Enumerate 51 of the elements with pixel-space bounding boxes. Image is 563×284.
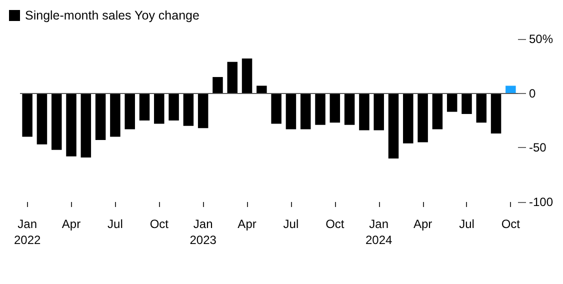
bar <box>315 93 326 125</box>
x-tick-label: Jul <box>459 217 474 231</box>
bar <box>506 86 516 94</box>
bar <box>476 93 487 123</box>
bar <box>227 62 238 94</box>
x-tick-label: Apr <box>413 217 432 231</box>
bar <box>359 93 370 130</box>
y-tick-label: 0 <box>529 86 536 100</box>
x-tick-label: Oct <box>326 217 345 231</box>
y-tick-label: -50 <box>529 140 547 155</box>
bar <box>256 86 267 94</box>
bar <box>242 58 252 94</box>
bar <box>80 93 92 158</box>
bar <box>271 93 282 124</box>
bar <box>344 93 355 125</box>
bar <box>154 93 164 124</box>
bar <box>95 93 106 140</box>
y-tick-label: -100 <box>529 195 554 209</box>
bar <box>124 93 135 130</box>
bar <box>403 93 414 144</box>
x-tick-label: Oct <box>150 217 170 231</box>
bar <box>462 93 472 114</box>
bar <box>300 93 311 130</box>
y-tick-label: 50% <box>529 32 554 46</box>
bar <box>198 93 208 128</box>
bar <box>183 93 194 126</box>
x-tick-label: Jan 2024 <box>366 217 393 247</box>
bar <box>374 93 384 130</box>
bar <box>286 93 296 130</box>
bar <box>432 93 443 130</box>
bar <box>168 93 179 120</box>
x-tick-label: Jul <box>108 217 123 231</box>
bar <box>36 93 48 144</box>
bar <box>446 93 458 112</box>
bar <box>51 93 62 150</box>
bar <box>418 93 428 142</box>
bar <box>110 93 120 137</box>
bar <box>212 77 223 94</box>
x-tick-label: Apr <box>62 217 81 231</box>
bar <box>490 93 502 134</box>
bar <box>22 93 32 137</box>
x-tick-label: Oct <box>501 217 521 231</box>
x-tick-label: Apr <box>238 217 256 231</box>
x-tick-label: Jan 2023 <box>190 217 217 247</box>
bar <box>139 93 150 120</box>
legend-label: Single-month sales Yoy change <box>25 8 200 22</box>
x-tick-label: Jan 2022 <box>14 217 41 247</box>
x-tick-label: Jul <box>283 217 299 231</box>
bar <box>388 93 399 159</box>
bar <box>330 93 340 123</box>
bar <box>66 93 76 156</box>
